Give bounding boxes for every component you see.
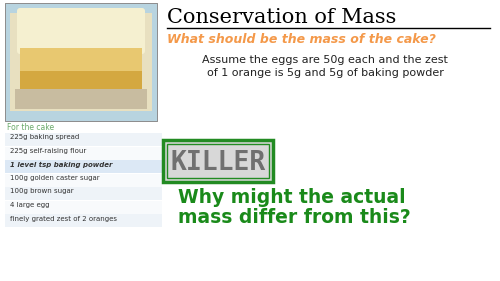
FancyBboxPatch shape (5, 3, 157, 121)
FancyBboxPatch shape (10, 13, 152, 111)
FancyBboxPatch shape (5, 214, 162, 227)
Text: Why might the actual: Why might the actual (178, 188, 406, 207)
Text: For the cake: For the cake (7, 123, 54, 132)
Text: 100g brown sugar: 100g brown sugar (10, 189, 74, 194)
Text: 225g baking spread: 225g baking spread (10, 135, 79, 140)
FancyBboxPatch shape (17, 8, 145, 54)
FancyBboxPatch shape (5, 133, 162, 146)
Text: What should be the mass of the cake?: What should be the mass of the cake? (167, 33, 436, 46)
Text: 4 large egg: 4 large egg (10, 202, 50, 208)
FancyBboxPatch shape (163, 140, 273, 182)
FancyBboxPatch shape (20, 71, 142, 91)
Text: 100g golden caster sugar: 100g golden caster sugar (10, 175, 100, 181)
FancyBboxPatch shape (5, 201, 162, 214)
Text: Conservation of Mass: Conservation of Mass (167, 8, 396, 27)
FancyBboxPatch shape (5, 173, 162, 187)
FancyBboxPatch shape (5, 160, 162, 173)
Text: mass differ from this?: mass differ from this? (178, 208, 411, 227)
FancyBboxPatch shape (5, 187, 162, 200)
Text: 225g self-raising flour: 225g self-raising flour (10, 148, 86, 154)
FancyBboxPatch shape (5, 146, 162, 160)
FancyBboxPatch shape (20, 48, 142, 73)
FancyBboxPatch shape (15, 89, 147, 109)
Text: finely grated zest of 2 oranges: finely grated zest of 2 oranges (10, 216, 117, 221)
Text: of 1 orange is 5g and 5g of baking powder: of 1 orange is 5g and 5g of baking powde… (206, 68, 444, 78)
Text: Assume the eggs are 50g each and the zest: Assume the eggs are 50g each and the zes… (202, 55, 448, 65)
Text: KILLER: KILLER (170, 150, 266, 176)
Text: 1 level tsp baking powder: 1 level tsp baking powder (10, 162, 113, 167)
